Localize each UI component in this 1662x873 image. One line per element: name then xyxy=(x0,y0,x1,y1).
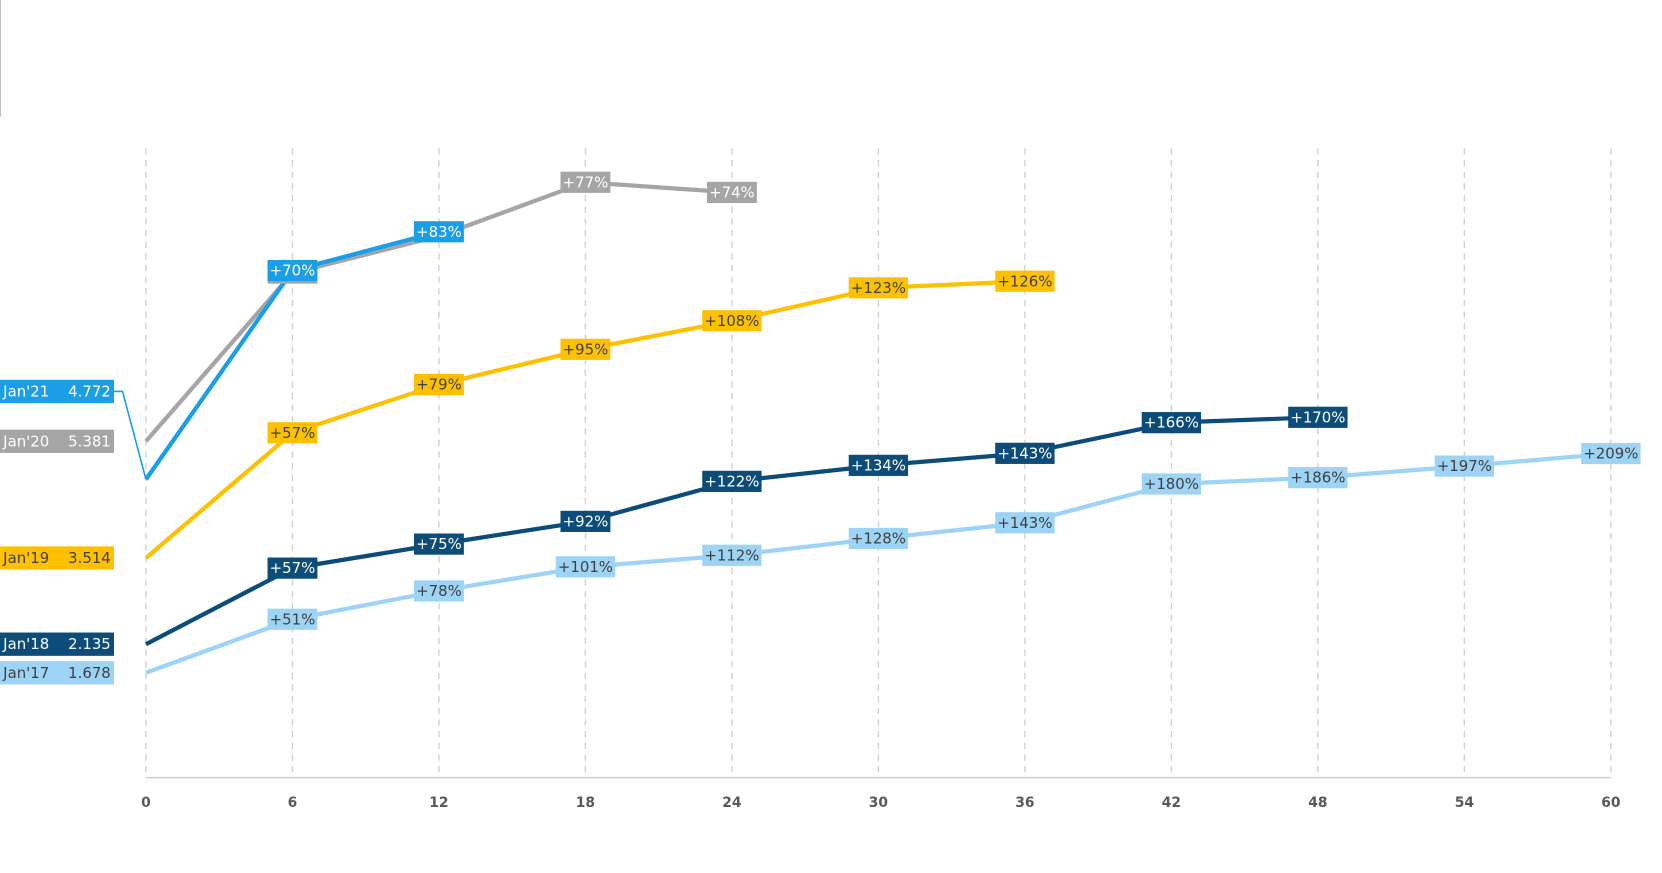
data-label: +166% xyxy=(1144,414,1199,432)
data-label: +57% xyxy=(270,424,316,442)
data-label-box xyxy=(1141,412,1202,434)
data-label-box xyxy=(848,454,909,476)
data-label-box xyxy=(702,470,762,492)
legend-name: Jan'17 xyxy=(2,664,49,682)
legend-box xyxy=(0,379,114,404)
data-label-box xyxy=(1434,455,1495,477)
data-label-box xyxy=(1288,467,1348,489)
legend-name: Jan'20 xyxy=(2,432,49,450)
start-value: 2.135 xyxy=(68,635,111,653)
data-label: +197% xyxy=(1437,457,1492,475)
start-value: 1.678 xyxy=(68,664,111,682)
data-label-box xyxy=(995,512,1055,534)
data-label: +101% xyxy=(558,558,613,576)
start-value: 4.772 xyxy=(68,383,111,401)
legend-box xyxy=(0,546,114,570)
data-label-box xyxy=(267,259,318,282)
x-tick-label: 36 xyxy=(1015,795,1034,811)
data-label-box xyxy=(267,422,318,444)
data-label: +143% xyxy=(997,514,1052,532)
data-label-box xyxy=(1141,473,1202,495)
x-tick-label: 54 xyxy=(1455,795,1474,811)
data-label-box xyxy=(560,510,611,533)
data-label: +170% xyxy=(1290,408,1345,426)
data-label: +122% xyxy=(704,472,759,490)
data-label-box xyxy=(560,338,611,360)
x-tick-label: 12 xyxy=(429,795,448,811)
data-label: +134% xyxy=(851,456,906,474)
legend-name: Jan'21 xyxy=(2,383,49,401)
start-value: 5.381 xyxy=(68,432,111,450)
legend-name: Jan'18 xyxy=(2,635,49,653)
data-label: +70% xyxy=(270,262,316,280)
data-label: +92% xyxy=(563,513,609,531)
data-label: +209% xyxy=(1583,445,1638,463)
data-label-box xyxy=(995,270,1055,292)
data-label: +74% xyxy=(709,183,755,201)
data-label: +112% xyxy=(704,546,759,564)
data-label-box xyxy=(1288,406,1348,428)
data-label: +75% xyxy=(416,535,462,553)
data-label-box xyxy=(848,277,909,299)
data-label: +79% xyxy=(416,376,462,394)
data-label: +77% xyxy=(563,173,609,191)
x-tick-label: 18 xyxy=(576,795,595,811)
series-labels: +51% +78% +101% +112% +128% +143% +180% +186% +1… xyxy=(0,442,1641,685)
data-label-box xyxy=(702,544,762,566)
data-label: +180% xyxy=(1144,475,1199,493)
series-labels: +70% +83% Jan'21 4.772 xyxy=(0,221,464,480)
x-tick-label: 0 xyxy=(141,795,151,811)
x-tick-label: 60 xyxy=(1601,795,1620,811)
data-label: +108% xyxy=(704,312,759,330)
x-tick-label: 42 xyxy=(1162,795,1181,811)
data-label-box xyxy=(560,171,611,193)
data-label: +143% xyxy=(997,444,1052,462)
data-label: +128% xyxy=(851,530,906,548)
data-label: +95% xyxy=(563,340,609,358)
data-label-box xyxy=(267,557,318,579)
data-label: +126% xyxy=(997,272,1052,290)
x-tick-label: 48 xyxy=(1308,795,1327,811)
data-label-box xyxy=(414,373,464,396)
data-label-box xyxy=(414,580,464,602)
legend-box xyxy=(0,661,114,685)
legend-box xyxy=(0,429,114,453)
data-label-box xyxy=(267,608,318,630)
x-tick-label: 6 xyxy=(288,795,298,811)
series-labels: +50%+77%+74%Jan'205.381 xyxy=(0,171,757,453)
data-label-box xyxy=(414,533,464,555)
data-label-box xyxy=(555,556,616,578)
data-label-box xyxy=(702,310,762,332)
data-label-box xyxy=(706,181,757,203)
data-label: +51% xyxy=(270,610,316,628)
x-tick-label: 24 xyxy=(722,795,741,811)
data-label: +83% xyxy=(416,223,462,241)
data-label: +186% xyxy=(1290,469,1345,487)
data-label-box xyxy=(414,221,464,243)
data-label-box xyxy=(848,527,909,550)
legend-box xyxy=(0,632,114,656)
x-tick-label: 30 xyxy=(869,795,888,811)
data-label: +123% xyxy=(851,279,906,297)
data-label-box xyxy=(1581,442,1641,465)
legend-name: Jan'19 xyxy=(2,549,49,567)
data-label-box xyxy=(995,442,1055,464)
series-labels: +57% +75% +92% +122% +134% +143% +166% +170% Jan… xyxy=(0,406,1348,656)
data-label: +57% xyxy=(270,559,316,577)
start-value: 3.514 xyxy=(68,549,111,567)
leader-line xyxy=(113,390,147,480)
series-labels: +57% +79% +95% +108% +123% +126% Jan'19 3.514 xyxy=(0,270,1055,570)
data-label: +78% xyxy=(416,582,462,600)
